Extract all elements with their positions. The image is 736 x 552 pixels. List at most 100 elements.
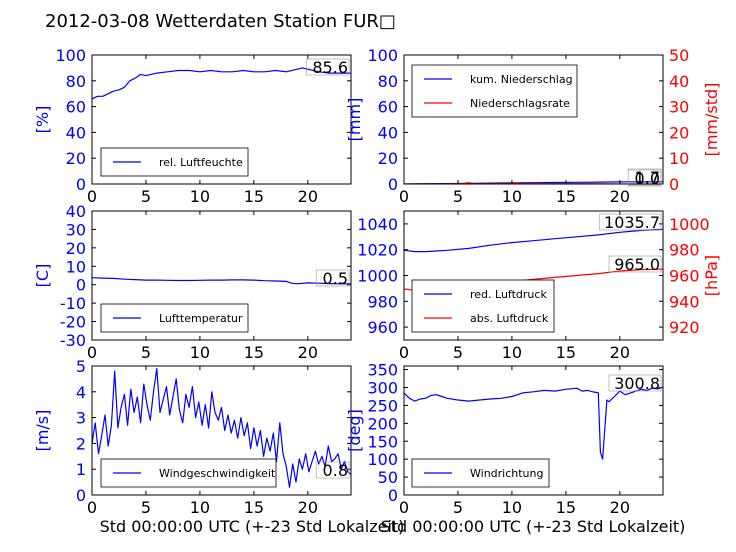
y-tick-label: 300 xyxy=(367,379,398,398)
y-tick-label: 0 xyxy=(76,276,86,295)
y-tick-label-right: 920 xyxy=(669,318,700,337)
y-tick-label: 4 xyxy=(76,383,86,402)
y-tick-label: 40 xyxy=(378,123,398,142)
y-tick-label: 80 xyxy=(378,72,398,91)
value-label-frame xyxy=(315,269,350,287)
y-tick-label: 1000 xyxy=(357,267,398,286)
y-tick-label-right: 50 xyxy=(669,46,689,65)
legend-entry: Niederschlagsrate xyxy=(470,97,570,110)
y-tick-label: -10 xyxy=(60,294,86,313)
y-axis-label-right: [hPa] xyxy=(702,255,721,296)
y-tick-label: 0 xyxy=(76,486,86,505)
value-label-frame xyxy=(608,374,662,392)
x-tick-label: 15 xyxy=(556,187,576,206)
x-tick-label: 0 xyxy=(87,187,97,206)
y-tick-label: 10 xyxy=(66,257,86,276)
y-tick-label: 40 xyxy=(66,123,86,142)
y-tick-label: 20 xyxy=(378,149,398,168)
value-label-frame xyxy=(627,169,662,187)
y-tick-label: 3 xyxy=(76,409,86,428)
plot-frame xyxy=(403,54,664,185)
y-tick-label: 100 xyxy=(367,46,398,65)
y-tick-label: 960 xyxy=(367,318,398,337)
series-line-1-1 xyxy=(92,67,351,100)
x-tick-label: 10 xyxy=(190,498,210,517)
y-tick-label-right: 30 xyxy=(669,98,689,117)
legend-box xyxy=(100,458,277,488)
y-tick-label: 60 xyxy=(66,98,86,117)
x-tick-label: 10 xyxy=(190,187,210,206)
y-tick-label: 2 xyxy=(76,434,86,453)
legend-entry: abs. Luftdruck xyxy=(470,312,549,325)
x-tick-label: 10 xyxy=(502,187,522,206)
value-label-frame xyxy=(608,255,662,273)
current-value-label: 0.5 xyxy=(323,269,348,288)
y-axis-label: [C] xyxy=(33,264,52,288)
current-value-label: 1035.7 xyxy=(604,213,660,232)
legend: Windrichtung xyxy=(411,458,550,488)
x-tick-label: 20 xyxy=(298,343,318,362)
y-tick-label: 20 xyxy=(66,149,86,168)
x-tick-label: 0 xyxy=(87,343,97,362)
y-tick-label: 40 xyxy=(66,202,86,221)
legend-entry: kum. Niederschlag xyxy=(470,73,573,86)
subplot-3: 0 5 10 15 20-30-20-10010203040[C]Lufttempera… xyxy=(33,202,352,362)
legend: red. Luftdruck abs. Luftdruck xyxy=(411,279,555,333)
y-tick-label: 1040 xyxy=(357,215,398,234)
x-tick-label: 20 xyxy=(610,187,630,206)
legend-box xyxy=(411,64,578,118)
series-line-4-1 xyxy=(404,228,663,253)
legend-entry: red. Luftdruck xyxy=(470,288,547,301)
plot-frame xyxy=(91,365,352,496)
current-value-label: 300.8 xyxy=(614,374,660,393)
legend-entry: Windgeschwindigkeit xyxy=(159,467,276,480)
x-tick-label: 5 xyxy=(453,187,463,206)
x-tick-label: 20 xyxy=(298,498,318,517)
x-tick-label: 20 xyxy=(610,498,630,517)
legend-entry: Windrichtung xyxy=(470,467,543,480)
y-tick-label: 200 xyxy=(367,414,398,433)
legend: Windgeschwindigkeit xyxy=(100,458,277,488)
y-tick-label: 980 xyxy=(367,292,398,311)
x-axis-label-left: Std 00:00:00 UTC (+-23 Std Lokalzeit) xyxy=(100,517,405,536)
x-tick-label: 15 xyxy=(244,498,264,517)
y-tick-label: 0 xyxy=(388,175,398,194)
y-tick-label-right: 10 xyxy=(669,149,689,168)
legend: kum. Niederschlag Niederschlagsrate xyxy=(411,64,578,118)
y-tick-label: 100 xyxy=(55,46,86,65)
y-tick-label: 250 xyxy=(367,396,398,415)
y-tick-label: 20 xyxy=(66,239,86,258)
y-tick-label-right: 0 xyxy=(669,175,679,194)
x-tick-label: 0 xyxy=(399,343,409,362)
x-tick-label: 0 xyxy=(399,498,409,517)
current-value-label: 85.6 xyxy=(312,58,348,77)
y-tick-label: 150 xyxy=(367,432,398,451)
current-value-label: 965.0 xyxy=(614,255,660,274)
x-tick-label: 15 xyxy=(244,187,264,206)
subplot-6: 0 5 10 15 20050100150200250300350[deg]Windri… xyxy=(345,361,664,517)
legend-box xyxy=(411,279,555,333)
y-tick-label: 100 xyxy=(367,450,398,469)
x-tick-label: 20 xyxy=(610,343,630,362)
y-tick-label-right: 940 xyxy=(669,292,700,311)
x-tick-label: 15 xyxy=(244,343,264,362)
y-tick-label-right: 960 xyxy=(669,267,700,286)
x-tick-label: 5 xyxy=(141,498,151,517)
value-label-frame xyxy=(315,461,350,479)
y-axis-label: [mm] xyxy=(345,98,364,142)
x-tick-label: 5 xyxy=(453,343,463,362)
plot-frame xyxy=(403,365,664,496)
x-tick-label: 0 xyxy=(399,187,409,206)
legend-entry: Lufttemperatur xyxy=(159,312,243,325)
plot-frame xyxy=(91,54,352,185)
y-axis-label-right: [mm/std] xyxy=(702,83,721,157)
current-value-label: 0.8 xyxy=(323,461,348,480)
y-tick-label-right: 1000 xyxy=(669,215,710,234)
y-tick-label: -20 xyxy=(60,313,86,332)
legend: rel. Luftfeuchte xyxy=(100,147,249,177)
y-tick-label: -30 xyxy=(60,331,86,350)
